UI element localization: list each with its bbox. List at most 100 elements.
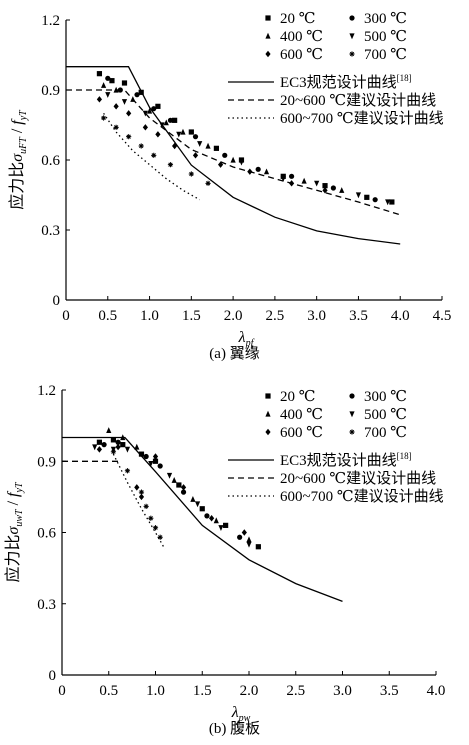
y-tick-label: 1.2: [41, 13, 60, 29]
data-point: [247, 168, 253, 175]
curve-solid: [66, 66, 401, 245]
data-point: [134, 92, 140, 98]
legend-label: 300 ℃: [364, 389, 407, 405]
data-point: [255, 166, 261, 172]
y-tick-label: 0: [49, 668, 57, 684]
data-point: [372, 197, 378, 203]
legend-label: 20 ℃: [280, 11, 316, 27]
data-point: [96, 96, 103, 103]
legend-marker: [265, 428, 271, 436]
data-point: [152, 453, 159, 460]
series-0: [96, 71, 395, 205]
series-5: [110, 449, 163, 540]
x-tick-label: 4.0: [391, 308, 410, 324]
data-point: [209, 515, 215, 522]
data-point: [213, 145, 219, 151]
data-point: [246, 541, 252, 548]
data-point: [180, 489, 187, 495]
data-point: [194, 501, 201, 508]
legend-label: 700 ℃: [364, 47, 407, 63]
legend-label: 600 ℃: [280, 47, 323, 63]
legend-label: 400 ℃: [280, 407, 323, 423]
data-point: [263, 168, 270, 175]
data-point: [218, 525, 224, 531]
data-point: [126, 110, 132, 117]
data-point: [152, 525, 159, 531]
data-point: [199, 506, 205, 512]
legend-marker: [265, 393, 271, 399]
x-tick-label: 2.5: [266, 308, 285, 324]
legend-marker: [349, 33, 355, 40]
data-point: [166, 472, 173, 479]
data-point: [143, 453, 149, 460]
data-point: [106, 427, 112, 433]
x-tick-label: 0: [58, 683, 66, 699]
x-axis-label: λpw: [231, 704, 251, 724]
series-0: [96, 437, 261, 550]
series-1: [101, 439, 243, 540]
data-point: [101, 115, 107, 121]
data-point: [188, 171, 194, 177]
data-point: [163, 119, 169, 126]
data-point: [167, 162, 174, 168]
chart-web: 0 0.5 1.0 1.5 2.0 2.5 3.0 3.5 4.0 0 0.3 0.6 0.9 1.2 λp…: [3, 383, 445, 724]
data-point: [96, 439, 102, 445]
x-tick-label: 0.5: [99, 683, 118, 699]
data-point: [134, 443, 140, 450]
data-point: [171, 477, 177, 483]
data-point: [289, 173, 295, 179]
x-tick-label: 3.0: [307, 308, 326, 324]
x-tick-label: 1.0: [146, 683, 165, 699]
x-tick-label: 3.0: [333, 683, 352, 699]
data-point: [92, 444, 98, 451]
data-point: [314, 180, 320, 187]
x-tick-label: 0: [62, 308, 70, 324]
data-point: [238, 159, 245, 166]
data-point: [148, 461, 154, 467]
data-point: [105, 92, 111, 98]
legend-marker: [265, 32, 271, 39]
data-point: [138, 89, 144, 95]
series-4: [96, 96, 328, 194]
y-tick-label: 0.9: [37, 454, 56, 470]
data-point: [96, 446, 102, 453]
data-point: [138, 489, 145, 495]
data-point: [192, 134, 199, 140]
legend-marker: [349, 429, 355, 435]
caption-b: (b) 腹板: [208, 721, 261, 737]
data-point: [121, 99, 128, 105]
data-point: [205, 180, 211, 186]
data-point: [126, 134, 132, 140]
series-5: [101, 115, 211, 186]
series-4: [96, 443, 247, 536]
curve-dotted: [112, 453, 166, 550]
x-tick-label: 3.5: [380, 683, 399, 699]
data-point: [180, 128, 186, 135]
data-point: [96, 71, 103, 77]
series-2: [101, 82, 345, 193]
legend-marker: [349, 15, 355, 21]
data-point: [167, 117, 174, 123]
data-point: [142, 110, 148, 117]
series-2: [106, 427, 252, 543]
data-point: [101, 442, 107, 448]
data-point: [301, 177, 307, 184]
x-tick-label: 4.0: [427, 683, 446, 699]
x-tick-label: 1.5: [193, 683, 212, 699]
data-point: [159, 122, 165, 129]
data-point: [121, 80, 128, 86]
legend-label: EC3规范设计曲线[18]: [280, 451, 412, 469]
legend-label: 500 ℃: [364, 29, 407, 45]
data-point: [130, 96, 136, 102]
legend-label: 600 ℃: [280, 425, 323, 441]
data-point: [113, 86, 119, 93]
data-point: [115, 439, 121, 445]
data-point: [110, 437, 117, 443]
data-point: [322, 183, 328, 189]
data-point: [223, 522, 229, 528]
data-point: [280, 176, 286, 182]
data-point: [138, 143, 144, 149]
data-point: [101, 82, 107, 88]
data-point: [188, 129, 194, 135]
data-point: [322, 187, 328, 194]
